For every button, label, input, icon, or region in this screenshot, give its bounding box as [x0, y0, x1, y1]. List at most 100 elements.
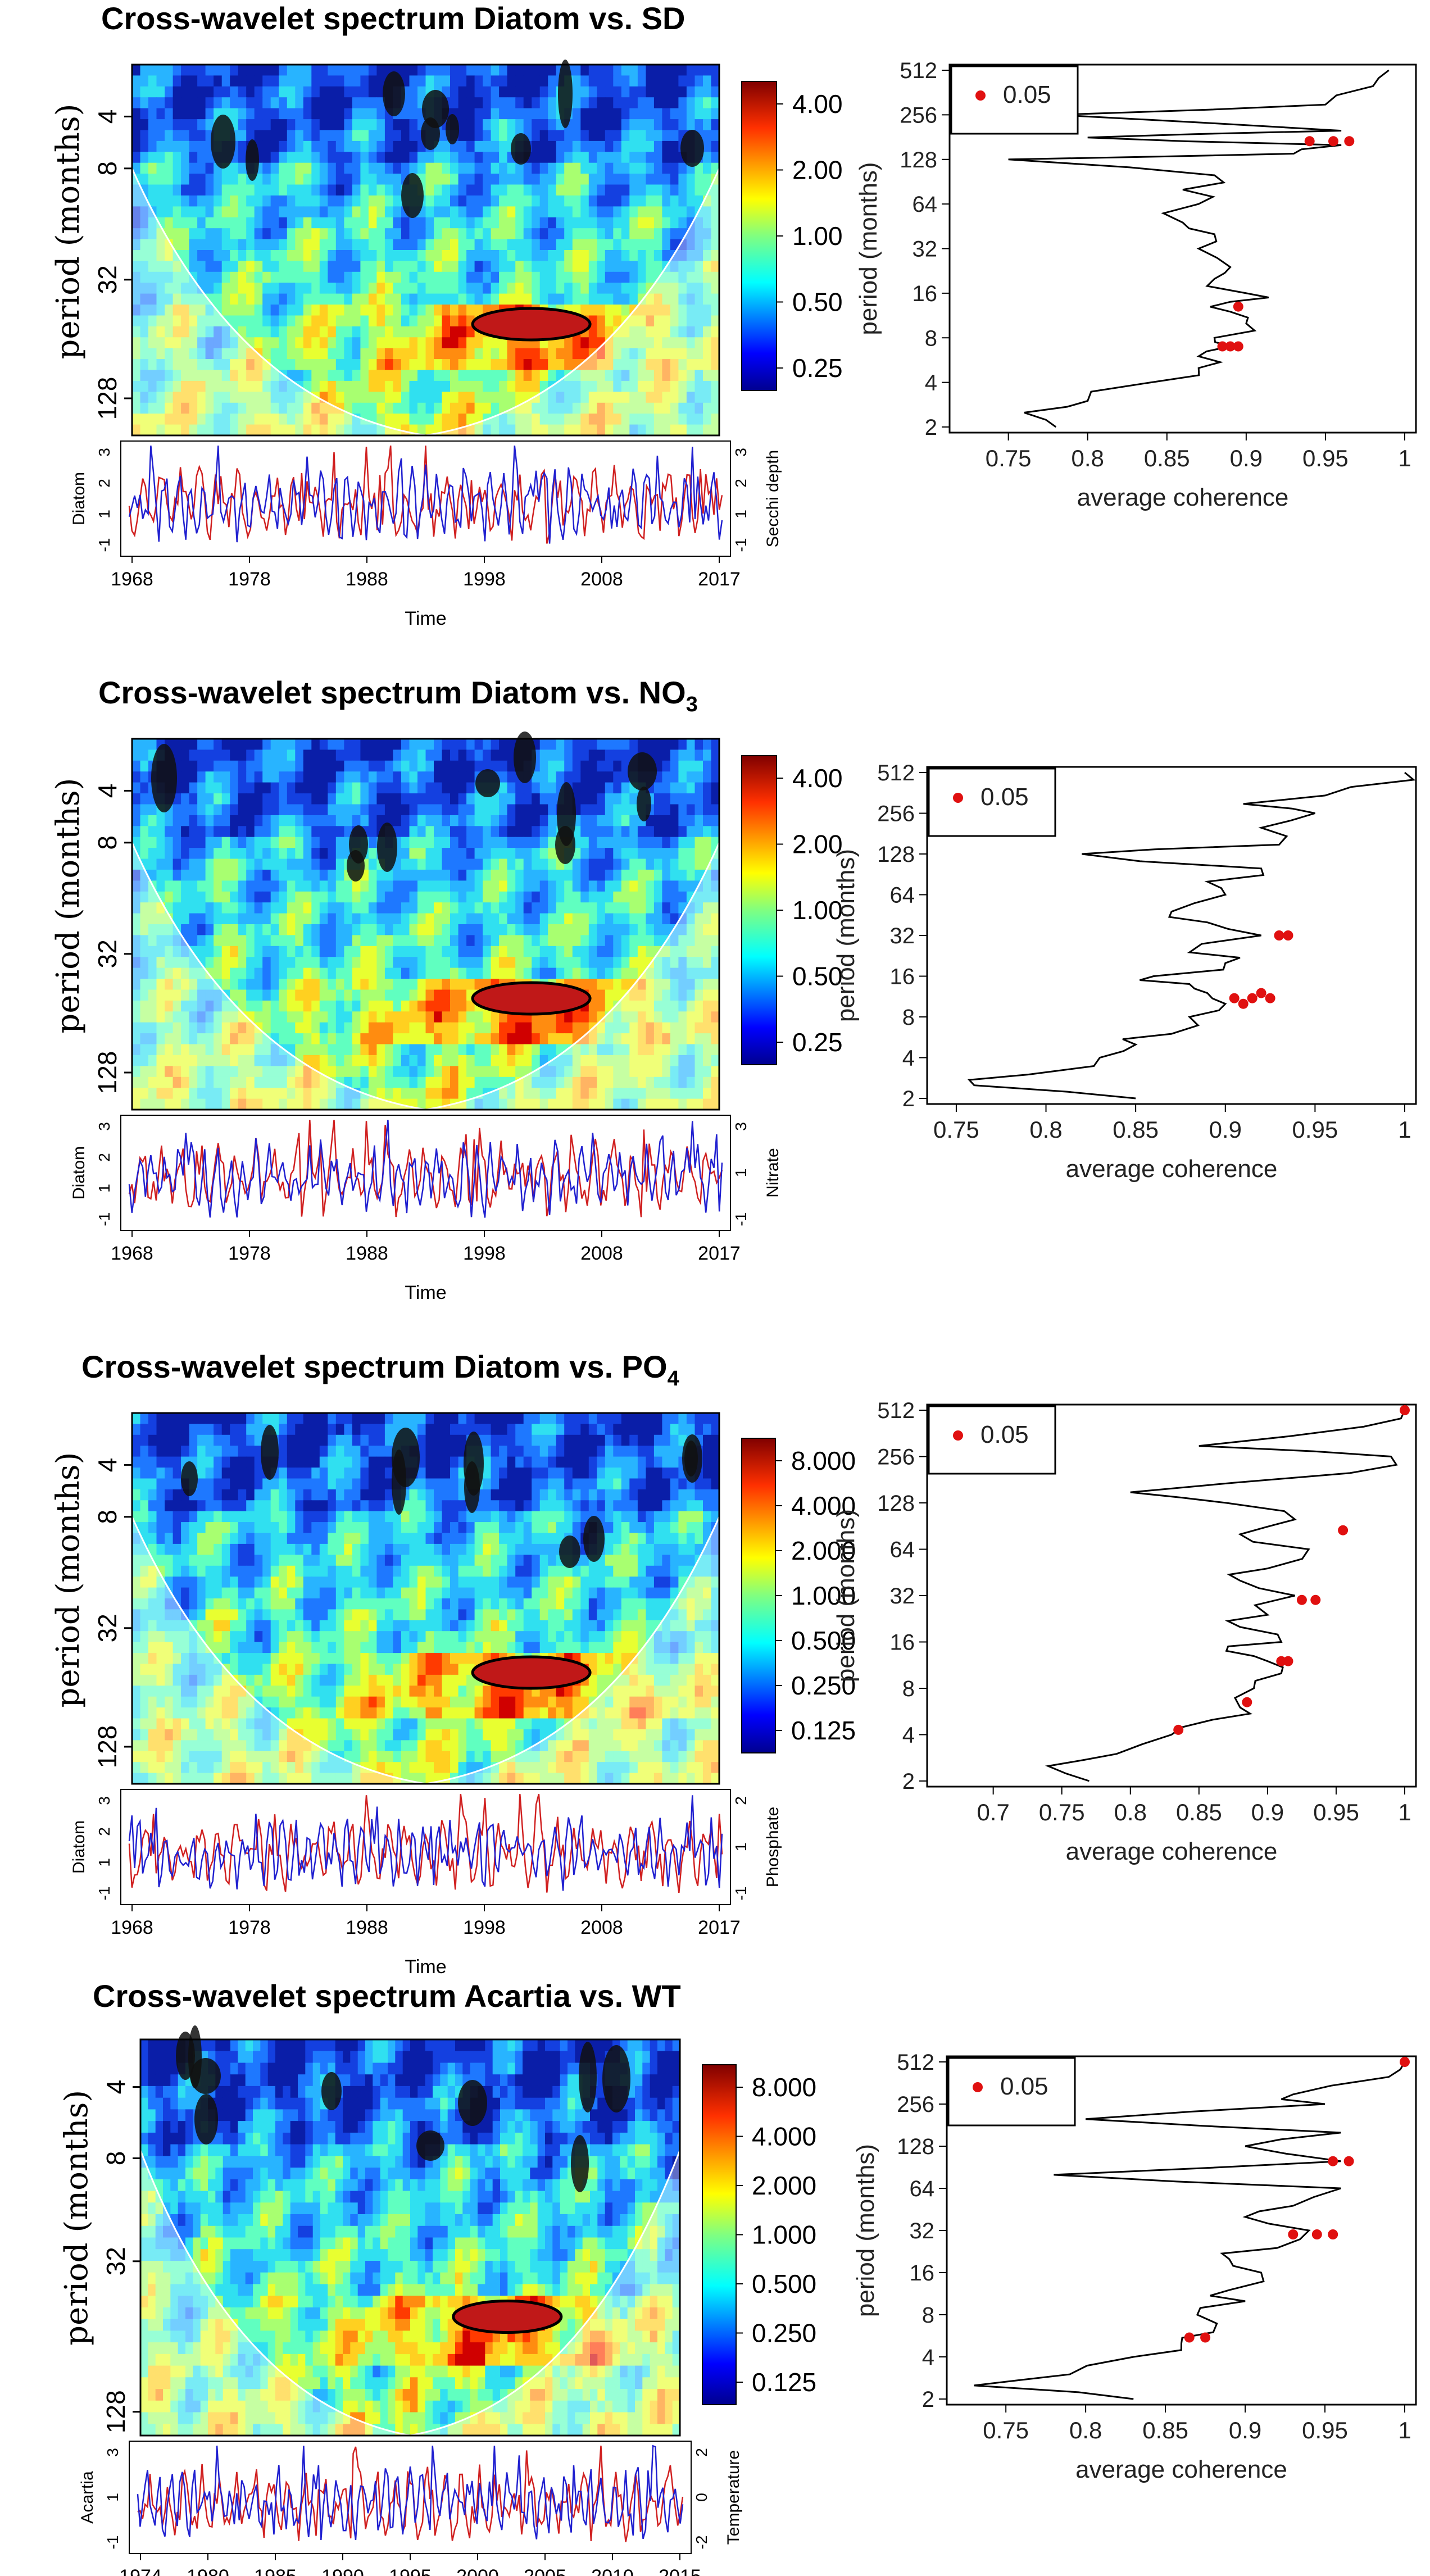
- heatmap-cell: [279, 315, 288, 327]
- heatmap-cell: [172, 86, 181, 98]
- heatmap-cell: [605, 261, 614, 272]
- heatmap-cell: [205, 162, 214, 174]
- heatmap-cell: [597, 184, 606, 196]
- heatmap-cell: [646, 86, 655, 98]
- heatmap-cell: [646, 880, 655, 892]
- heatmap-cell: [621, 913, 630, 925]
- heatmap-cell: [434, 239, 443, 251]
- heatmap-cell: [270, 152, 279, 163]
- heatmap-cell: [597, 348, 606, 360]
- heatmap-cell: [246, 749, 255, 761]
- heatmap-cell: [401, 380, 410, 392]
- heatmap-cell: [425, 271, 434, 283]
- heatmap-cell: [238, 97, 247, 109]
- heatmap-cell: [295, 65, 304, 76]
- heatmap-cell: [458, 771, 467, 783]
- heatmap-cell: [564, 359, 573, 371]
- heatmap-cell: [548, 217, 557, 229]
- heatmap-cell: [466, 130, 475, 142]
- heatmap-cell: [384, 315, 393, 327]
- heatmap-cell: [270, 967, 279, 979]
- heatmap-cell: [393, 1076, 402, 1088]
- heatmap-cell: [532, 902, 541, 914]
- heatmap-cell: [409, 1055, 418, 1066]
- heatmap-cell: [376, 250, 385, 261]
- heatmap-cell: [303, 869, 312, 881]
- heatmap-cell: [328, 1011, 337, 1023]
- heatmap-cell: [450, 293, 459, 305]
- significance-point: [1233, 301, 1243, 312]
- heatmap-cell: [483, 337, 492, 349]
- heatmap-cell: [279, 283, 288, 294]
- heatmap-cell: [401, 370, 410, 381]
- heatmap-cell: [197, 195, 206, 207]
- heatmap-cell: [172, 739, 181, 750]
- heatmap-cell: [148, 315, 157, 327]
- heatmap-cell: [458, 979, 467, 991]
- heatmap-cell: [515, 86, 524, 98]
- heatmap-cell: [425, 1088, 434, 1100]
- heatmap-cell: [434, 402, 443, 414]
- heatmap-cell: [613, 782, 622, 794]
- heatmap-cell: [621, 195, 630, 207]
- heatmap-cell: [156, 75, 165, 87]
- heatmap-cell: [132, 119, 141, 131]
- heatmap-cell: [270, 130, 279, 142]
- heatmap-cell: [646, 239, 655, 251]
- heatmap-cell: [376, 1033, 385, 1045]
- heatmap-cell: [532, 370, 541, 381]
- heatmap-cell: [303, 804, 312, 816]
- heatmap-cell: [458, 749, 467, 761]
- heatmap-cell: [132, 250, 141, 261]
- heatmap-cell: [181, 140, 190, 152]
- heatmap-cell: [328, 967, 337, 979]
- heatmap-cell: [214, 348, 223, 360]
- heatmap-cell: [287, 65, 296, 76]
- heatmap-cell: [328, 283, 337, 294]
- heatmap-cell: [572, 174, 581, 185]
- heatmap-cell: [564, 283, 573, 294]
- heatmap-cell: [548, 271, 557, 283]
- heatmap-cell: [156, 195, 165, 207]
- heatmap-cell: [409, 152, 418, 163]
- heatmap-cell: [246, 924, 255, 935]
- heatmap-cell: [352, 1033, 361, 1045]
- heatmap-cell: [442, 1033, 451, 1045]
- heatmap-cell: [368, 1022, 377, 1034]
- heatmap-cell: [384, 250, 393, 261]
- heatmap-cell: [238, 65, 247, 76]
- heatmap-cell: [328, 913, 337, 925]
- heatmap-cell: [409, 739, 418, 750]
- heatmap-cell: [303, 97, 312, 109]
- heatmap-cell: [303, 1011, 312, 1023]
- heatmap-cell: [588, 749, 597, 761]
- heatmap-cell: [564, 140, 573, 152]
- heatmap-cell: [238, 217, 247, 229]
- heatmap-cell: [466, 217, 475, 229]
- heatmap-cell: [384, 913, 393, 925]
- heatmap-cell: [189, 771, 198, 783]
- heatmap-cell: [246, 869, 255, 881]
- heatmap-cell: [344, 370, 353, 381]
- coherence-x-tick-label: 0.8: [1072, 445, 1104, 471]
- heatmap-cell: [262, 283, 271, 294]
- heatmap-cell: [319, 337, 328, 349]
- heatmap-cell: [548, 826, 557, 838]
- heatmap-cell: [450, 891, 459, 903]
- heatmap-cell: [629, 261, 638, 272]
- heatmap-cell: [303, 217, 312, 229]
- heatmap-cell: [653, 315, 662, 327]
- heatmap-cell: [156, 162, 165, 174]
- heatmap-cell: [556, 869, 565, 881]
- heatmap-cell: [539, 108, 548, 120]
- heatmap-cell: [246, 858, 255, 870]
- heatmap-cell: [360, 1011, 369, 1023]
- heatmap-cell: [197, 837, 206, 848]
- heatmap-cell: [548, 967, 557, 979]
- heatmap-cell: [319, 130, 328, 142]
- heatmap-cell: [181, 891, 190, 903]
- heatmap-cell: [368, 989, 377, 1001]
- heatmap-cell: [662, 228, 671, 240]
- heatmap-cell: [140, 86, 149, 98]
- heatmap-cell: [417, 75, 426, 87]
